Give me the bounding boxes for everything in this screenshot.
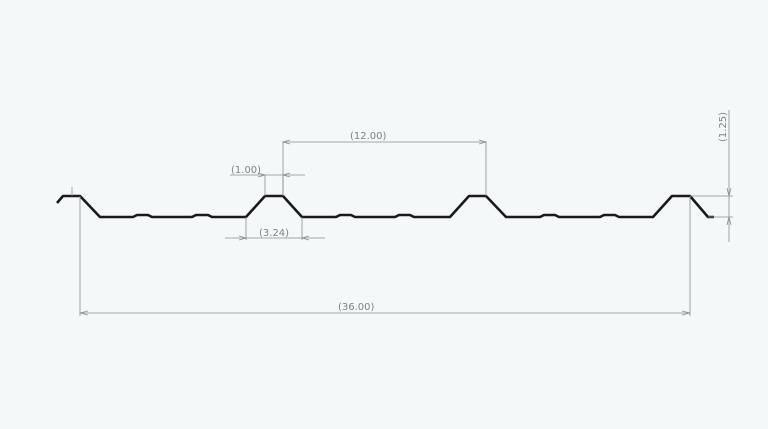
arrowhead: [726, 187, 732, 197]
arrowhead: [79, 310, 89, 316]
rib-base-label: (3.24): [259, 228, 289, 239]
arrowhead: [257, 172, 267, 178]
arrowhead: [238, 235, 248, 241]
arrowhead: [281, 172, 291, 178]
overall-width-label: (36.00): [338, 302, 375, 313]
arrowhead: [681, 310, 691, 316]
dimension-crest-width: (1.00): [230, 165, 305, 196]
dimension-rib-base: (3.24): [225, 217, 325, 241]
arrowhead: [726, 216, 732, 226]
dimension-pitch: (12.00): [281, 131, 488, 196]
sheet-profile: [56, 194, 714, 219]
arrowhead: [281, 139, 291, 145]
pitch-label: (12.00): [350, 131, 387, 142]
dimension-overall-width: (36.00): [71, 187, 691, 316]
arrowhead: [478, 139, 488, 145]
crest-width-label: (1.00): [231, 165, 261, 176]
rib-height-label: (1.25): [718, 112, 729, 142]
dimension-rib-height: (1.25): [690, 110, 733, 242]
arrowhead: [300, 235, 310, 241]
